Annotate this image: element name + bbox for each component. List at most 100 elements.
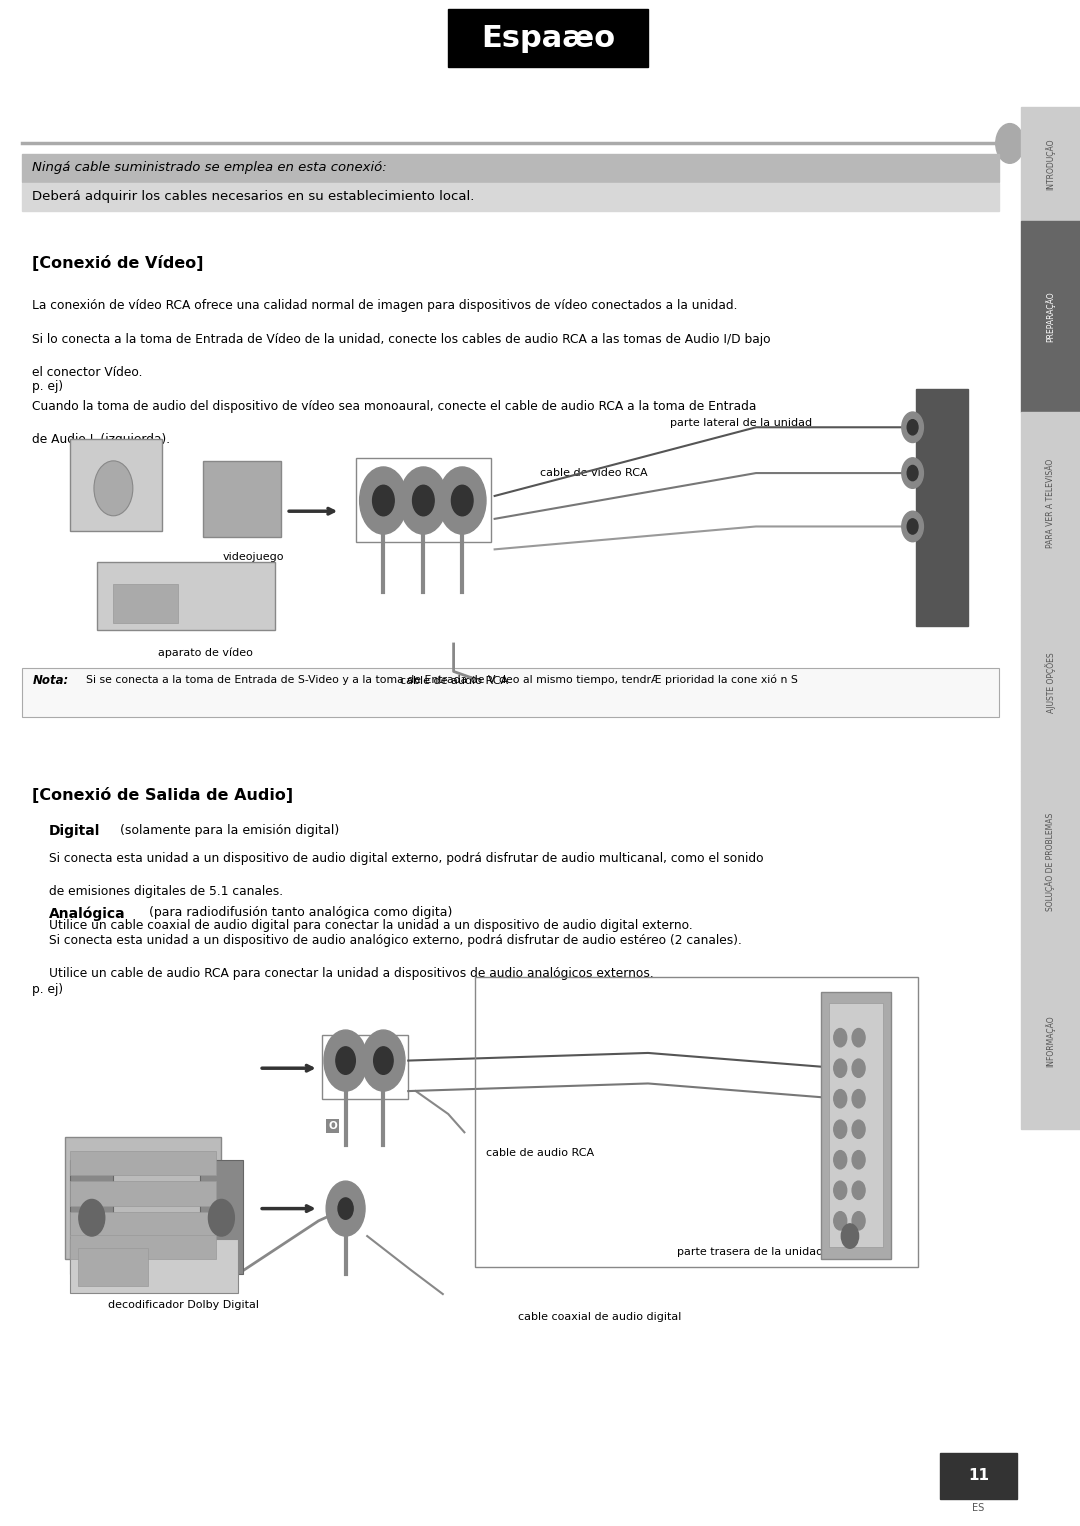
Text: Utilice un cable de audio RCA para conectar la unidad a dispositivos de audio an: Utilice un cable de audio RCA para conec… xyxy=(49,967,653,981)
Circle shape xyxy=(907,519,918,534)
Text: cable de audio RCA: cable de audio RCA xyxy=(486,1148,594,1158)
Circle shape xyxy=(996,124,1024,163)
Bar xyxy=(821,992,891,1259)
Circle shape xyxy=(907,420,918,435)
Circle shape xyxy=(852,1090,865,1108)
Text: Deberá adquirir los cables necesarios en su establecimiento local.: Deberá adquirir los cables necesarios en… xyxy=(32,191,475,203)
Text: [Conexió de Salida de Audio]: [Conexió de Salida de Audio] xyxy=(32,787,294,803)
Text: de emisiones digitales de 5.1 canales.: de emisiones digitales de 5.1 canales. xyxy=(49,885,283,899)
Bar xyxy=(940,1453,1017,1499)
Bar xyxy=(1021,954,1080,1129)
Bar xyxy=(1021,221,1080,412)
Bar xyxy=(1021,412,1080,595)
Circle shape xyxy=(362,1030,405,1091)
Bar xyxy=(70,1181,216,1206)
Bar xyxy=(70,1212,216,1236)
Circle shape xyxy=(338,1198,353,1219)
Bar xyxy=(916,389,968,626)
Bar xyxy=(65,1137,221,1259)
Circle shape xyxy=(400,467,447,534)
Circle shape xyxy=(451,485,473,516)
Bar xyxy=(1021,595,1080,771)
Circle shape xyxy=(834,1120,847,1138)
Bar xyxy=(70,1235,216,1259)
Text: Ningá cable suministrado se emplea en esta conexió:: Ningá cable suministrado se emplea en es… xyxy=(32,162,387,174)
Circle shape xyxy=(902,412,923,443)
Bar xyxy=(22,668,999,717)
Text: Utilice un cable coaxial de audio digital para conectar la unidad a un dispositi: Utilice un cable coaxial de audio digita… xyxy=(49,919,692,932)
Circle shape xyxy=(852,1181,865,1199)
Circle shape xyxy=(413,485,434,516)
Bar xyxy=(70,439,162,531)
Text: parte trasera de la unidad: parte trasera de la unidad xyxy=(677,1247,824,1257)
Text: p. ej): p. ej) xyxy=(32,983,64,996)
Circle shape xyxy=(360,467,407,534)
Bar xyxy=(22,154,999,182)
Bar xyxy=(475,977,918,1267)
Bar xyxy=(70,1160,113,1274)
Text: AJUSTE OPÇÕES: AJUSTE OPÇÕES xyxy=(1044,653,1056,713)
Circle shape xyxy=(852,1059,865,1077)
Text: cable de vídeo RCA: cable de vídeo RCA xyxy=(540,468,648,479)
Circle shape xyxy=(834,1090,847,1108)
Circle shape xyxy=(834,1212,847,1230)
Text: p. ej): p. ej) xyxy=(32,380,64,394)
Text: el conector Vídeo.: el conector Vídeo. xyxy=(32,366,143,380)
Circle shape xyxy=(208,1199,234,1236)
Text: videojuego: videojuego xyxy=(224,552,284,563)
Bar xyxy=(70,1151,216,1175)
Text: Si conecta esta unidad a un dispositivo de audio digital externo, podrá disfruta: Si conecta esta unidad a un dispositivo … xyxy=(49,852,764,865)
Text: Analógica: Analógica xyxy=(49,906,125,922)
Bar xyxy=(448,9,648,67)
Circle shape xyxy=(852,1029,865,1047)
Bar xyxy=(203,461,281,537)
Text: cable coaxial de audio digital: cable coaxial de audio digital xyxy=(517,1312,681,1323)
Text: Digital: Digital xyxy=(49,824,100,838)
Circle shape xyxy=(834,1181,847,1199)
Circle shape xyxy=(852,1151,865,1169)
Bar xyxy=(322,1035,408,1099)
Bar xyxy=(1021,771,1080,954)
Text: parte lateral de la unidad: parte lateral de la unidad xyxy=(670,418,812,429)
Circle shape xyxy=(94,461,133,516)
Bar xyxy=(22,183,999,211)
Text: INTRODUÇÃO: INTRODUÇÃO xyxy=(1045,139,1055,189)
Text: cable de audio RCA: cable de audio RCA xyxy=(400,676,508,687)
Text: Si lo conecta a la toma de Entrada de Vídeo de la unidad, conecte los cables de : Si lo conecta a la toma de Entrada de Ví… xyxy=(32,333,771,346)
Circle shape xyxy=(79,1199,105,1236)
Circle shape xyxy=(336,1047,355,1074)
Bar xyxy=(829,1003,883,1247)
Circle shape xyxy=(902,458,923,488)
Text: sistema estéreo: sistema estéreo xyxy=(123,1141,212,1152)
Circle shape xyxy=(834,1151,847,1169)
Text: (solamente para la emisión digital): (solamente para la emisión digital) xyxy=(116,824,339,838)
Circle shape xyxy=(902,511,923,542)
Bar xyxy=(356,458,491,542)
Text: SOLUÇÃO DE PROBLEMAS: SOLUÇÃO DE PROBLEMAS xyxy=(1045,813,1055,911)
Text: Si se conecta a la toma de Entrada de S-Video y a la toma de Entrada de V deo al: Si se conecta a la toma de Entrada de S-… xyxy=(86,674,798,685)
Bar xyxy=(70,1239,238,1293)
Circle shape xyxy=(841,1224,859,1248)
Text: 11: 11 xyxy=(968,1468,989,1483)
Bar xyxy=(200,1160,243,1274)
Circle shape xyxy=(326,1181,365,1236)
Circle shape xyxy=(852,1120,865,1138)
Bar xyxy=(78,1248,148,1286)
Text: Si conecta esta unidad a un dispositivo de audio analógico externo, podrá disfru: Si conecta esta unidad a un dispositivo … xyxy=(49,934,742,948)
Text: O: O xyxy=(328,1122,337,1131)
Text: decodificador Dolby Digital: decodificador Dolby Digital xyxy=(108,1300,259,1311)
Bar xyxy=(97,562,275,630)
Circle shape xyxy=(438,467,486,534)
Text: (para radiodifusión tanto analógica como digita): (para radiodifusión tanto analógica como… xyxy=(137,906,453,920)
Text: de Audio L (izquierda).: de Audio L (izquierda). xyxy=(32,433,171,447)
Circle shape xyxy=(324,1030,367,1091)
Bar xyxy=(113,584,178,623)
Bar xyxy=(1021,107,1080,221)
Circle shape xyxy=(834,1059,847,1077)
Text: Cuando la toma de audio del dispositivo de vídeo sea monoaural, conecte el cable: Cuando la toma de audio del dispositivo … xyxy=(32,400,757,414)
Text: Nota:: Nota: xyxy=(32,674,69,688)
Text: Espaæo: Espaæo xyxy=(481,23,616,53)
Circle shape xyxy=(374,1047,393,1074)
Text: cámara
de vídeo: cámara de vídeo xyxy=(114,572,162,594)
Text: [Conexió de Vídeo]: [Conexió de Vídeo] xyxy=(32,255,204,270)
